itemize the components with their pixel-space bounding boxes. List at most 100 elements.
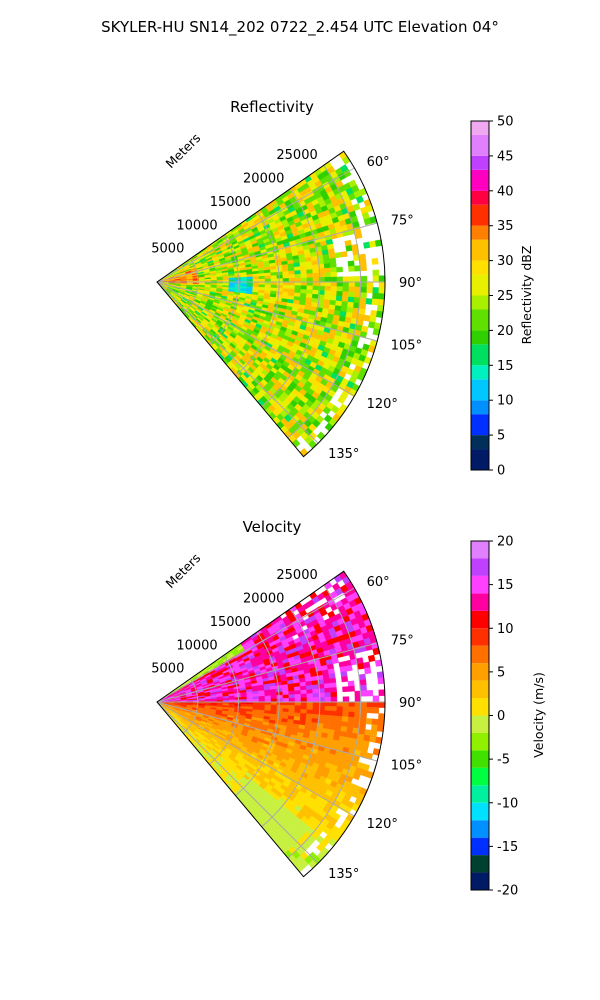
field-cell bbox=[366, 690, 374, 697]
field-cell bbox=[324, 696, 332, 702]
field-cell bbox=[258, 278, 266, 283]
field-cell bbox=[324, 290, 331, 296]
field-cell bbox=[270, 278, 278, 283]
colorbar-segment bbox=[471, 837, 489, 856]
field-cell bbox=[342, 686, 349, 693]
field-cell bbox=[258, 698, 266, 703]
field-cell bbox=[330, 696, 338, 702]
field-cell bbox=[300, 693, 308, 699]
field-cell bbox=[366, 707, 374, 714]
field-cell bbox=[288, 274, 296, 279]
field-cell bbox=[372, 695, 380, 702]
field-cell bbox=[305, 685, 313, 691]
field-cell bbox=[306, 277, 314, 282]
colorbar-segment bbox=[471, 435, 489, 450]
colorbar-segment bbox=[471, 767, 489, 786]
field-cell bbox=[366, 281, 374, 288]
reflectivity-panel: Reflectivity 5000 10000 15000 20000 25000 60… bbox=[151, 98, 422, 462]
azimuth-tick-label: 75° bbox=[391, 633, 414, 648]
colorbar-tick-label: 25 bbox=[497, 289, 514, 304]
field-cell bbox=[329, 715, 337, 721]
field-cell bbox=[294, 285, 302, 290]
field-cell bbox=[369, 735, 377, 743]
field-cell bbox=[324, 705, 332, 712]
field-cell bbox=[294, 270, 301, 275]
field-cell bbox=[294, 705, 302, 710]
field-cell bbox=[264, 698, 272, 703]
field-cell bbox=[359, 259, 367, 266]
colorbar-tick-label: -5 bbox=[497, 753, 510, 768]
colorbar-segment bbox=[471, 575, 489, 594]
colorbar-segment bbox=[471, 400, 489, 415]
field-cell bbox=[348, 265, 355, 272]
field-cell bbox=[324, 276, 332, 282]
colorbar-segment bbox=[471, 121, 489, 135]
field-cell bbox=[282, 271, 290, 276]
field-cell bbox=[288, 697, 296, 702]
field-cell bbox=[300, 705, 308, 710]
figure-title: SKYLER-HU SN14_202 0722_2.454 UTC Elevat… bbox=[101, 18, 499, 37]
field-cell bbox=[365, 718, 373, 725]
field-cell bbox=[372, 269, 380, 277]
field-cell bbox=[312, 692, 320, 698]
field-cell bbox=[282, 284, 290, 289]
field-cell bbox=[276, 698, 284, 703]
field-cell bbox=[324, 692, 332, 698]
field-cell bbox=[360, 264, 367, 272]
field-cell bbox=[377, 677, 385, 685]
field-cell bbox=[264, 692, 272, 697]
colorbar-segment bbox=[471, 260, 489, 275]
field-cell bbox=[264, 704, 272, 709]
field-cell bbox=[342, 291, 349, 298]
field-cell bbox=[329, 677, 337, 684]
colorbar-segment bbox=[471, 855, 489, 873]
colorbar-segment bbox=[471, 274, 489, 296]
field-cell bbox=[258, 273, 266, 277]
field-cell bbox=[258, 693, 266, 697]
colorbar-tick-label: -15 bbox=[497, 840, 518, 855]
colorbar-tick-label: 0 bbox=[497, 709, 505, 724]
range-tick-label: 15000 bbox=[210, 195, 251, 210]
field-cell bbox=[246, 276, 254, 280]
field-cell bbox=[323, 263, 331, 269]
field-cell bbox=[252, 698, 260, 703]
field-cell bbox=[378, 689, 386, 696]
field-cell bbox=[306, 289, 314, 295]
field-cell bbox=[363, 241, 371, 249]
field-cell bbox=[306, 689, 313, 695]
field-cell bbox=[276, 704, 284, 709]
field-cell bbox=[258, 695, 266, 700]
field-cell bbox=[335, 295, 343, 302]
colorbar-segment bbox=[471, 750, 489, 768]
field-cell bbox=[252, 276, 260, 280]
colorbar-segment bbox=[471, 134, 489, 156]
field-cell bbox=[348, 706, 356, 713]
colorbar-tick-label: 15 bbox=[497, 578, 514, 593]
field-cell bbox=[329, 262, 337, 269]
field-cell bbox=[372, 275, 380, 282]
range-ring bbox=[209, 235, 239, 345]
colorbar-segment bbox=[471, 715, 489, 733]
field-cell bbox=[377, 719, 385, 726]
field-cell bbox=[360, 690, 368, 697]
field-cell bbox=[330, 691, 338, 698]
azimuth-tick-label: 105° bbox=[391, 339, 422, 354]
field-cell bbox=[378, 275, 385, 282]
field-cell bbox=[367, 654, 376, 663]
field-cell bbox=[370, 309, 378, 318]
field-cell bbox=[316, 431, 326, 441]
field-cell bbox=[306, 273, 314, 278]
field-cell bbox=[288, 266, 295, 272]
field-cell bbox=[345, 244, 353, 252]
field-cell bbox=[300, 689, 307, 695]
field-cell bbox=[312, 289, 319, 295]
range-tick-label: 20000 bbox=[243, 592, 284, 607]
field-cell bbox=[347, 301, 355, 309]
azimuth-tick-label: 90° bbox=[399, 696, 422, 711]
colorbar-segment bbox=[471, 379, 489, 401]
field-cell bbox=[348, 685, 355, 692]
field-cell bbox=[348, 291, 355, 298]
colorbar-segment bbox=[471, 155, 489, 170]
azimuth-tick-label: 60° bbox=[367, 575, 390, 590]
range-tick-label: 25000 bbox=[276, 568, 317, 583]
